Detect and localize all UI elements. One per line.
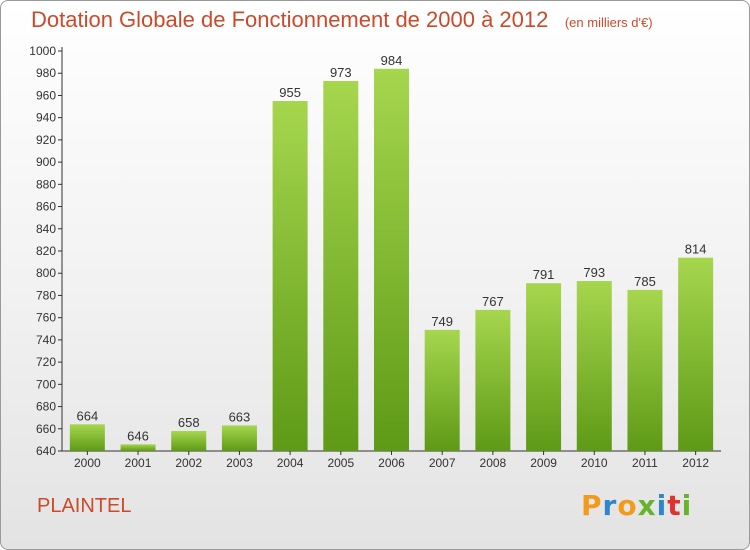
commune-name: PLAINTEL: [37, 495, 132, 517]
bar-2010: [576, 281, 612, 451]
y-tick-label: 640: [36, 444, 56, 458]
x-tick-label: 2006: [378, 456, 405, 470]
x-tick-label: 2004: [277, 456, 304, 470]
title-row: Dotation Globale de Fonctionnement de 20…: [31, 7, 653, 33]
data-label: 749: [431, 314, 453, 329]
data-label: 664: [76, 408, 98, 423]
bar-2011: [627, 289, 663, 451]
y-tick-label: 900: [36, 155, 56, 169]
y-tick-label: 960: [36, 88, 56, 102]
bar-2004: [272, 101, 308, 451]
y-tick-label: 1000: [29, 44, 56, 58]
x-tick-label: 2000: [74, 456, 101, 470]
x-tick-label: 2008: [480, 456, 507, 470]
logo-letter: t: [667, 489, 682, 522]
axes: 640 660 680 700 720 740 760 780 800 820 840 860 880 9…: [29, 44, 721, 470]
data-label: 767: [482, 294, 504, 309]
bar-2012: [678, 257, 714, 451]
x-tick-label: 2009: [530, 456, 557, 470]
bar-2001: [120, 444, 156, 451]
y-tick-label: 700: [36, 377, 56, 391]
y-tick-label: 660: [36, 422, 56, 436]
bar-2007: [424, 329, 460, 451]
data-label: 658: [178, 415, 200, 430]
x-tick-label: 2007: [429, 456, 456, 470]
logo-letter: o: [617, 489, 638, 522]
x-tick-label: 2012: [682, 456, 709, 470]
chart-title: Dotation Globale de Fonctionnement de 20…: [31, 7, 549, 32]
x-tick-label: 2001: [125, 456, 152, 470]
bar-2005: [323, 81, 359, 451]
y-tick-label: 980: [36, 66, 56, 80]
data-labels: 664 646 658 663 955 973 984 749 767 791 793 785 814: [76, 53, 706, 444]
y-tick-label: 740: [36, 333, 56, 347]
bar-2009: [526, 283, 562, 451]
bars: [69, 68, 714, 452]
y-tick-label: 820: [36, 244, 56, 258]
y-tick-label: 800: [36, 266, 56, 280]
logo-letter: i: [681, 489, 693, 522]
data-label: 646: [127, 428, 149, 443]
data-label: 663: [229, 409, 251, 424]
bar-2003: [221, 425, 257, 451]
y-tick-label: 780: [36, 288, 56, 302]
y-tick-label: 760: [36, 311, 56, 325]
logo-letter: r: [602, 489, 618, 522]
y-tick-label: 920: [36, 133, 56, 147]
y-tick-label: 840: [36, 222, 56, 236]
data-label: 785: [634, 274, 656, 289]
y-tick-label: 860: [36, 200, 56, 214]
bar-2006: [374, 68, 409, 452]
bar-2002: [171, 431, 207, 451]
x-tick-label: 2002: [175, 456, 202, 470]
x-tick-label: 2005: [327, 456, 354, 470]
proxiti-logo: Proxiti: [581, 489, 692, 522]
y-tick-label: 680: [36, 400, 56, 414]
data-label: 793: [583, 265, 605, 280]
logo-letter: x: [637, 489, 657, 522]
y-tick-label: 880: [36, 177, 56, 191]
x-tick-label: 2003: [226, 456, 253, 470]
data-label: 984: [381, 53, 403, 68]
data-label: 973: [330, 65, 352, 80]
logo-letter: i: [656, 489, 668, 522]
data-label: 955: [279, 85, 301, 100]
bar-2008: [475, 309, 511, 451]
data-label: 814: [685, 242, 707, 257]
y-tick-label: 940: [36, 111, 56, 125]
x-tick-label: 2011: [632, 456, 658, 470]
x-tick-label: 2010: [581, 456, 608, 470]
bar-2000: [69, 424, 105, 451]
y-tick-label: 720: [36, 355, 56, 369]
chart-unit: (en milliers d'€): [564, 15, 653, 30]
logo-letter: P: [581, 489, 603, 522]
data-label: 791: [533, 267, 555, 282]
